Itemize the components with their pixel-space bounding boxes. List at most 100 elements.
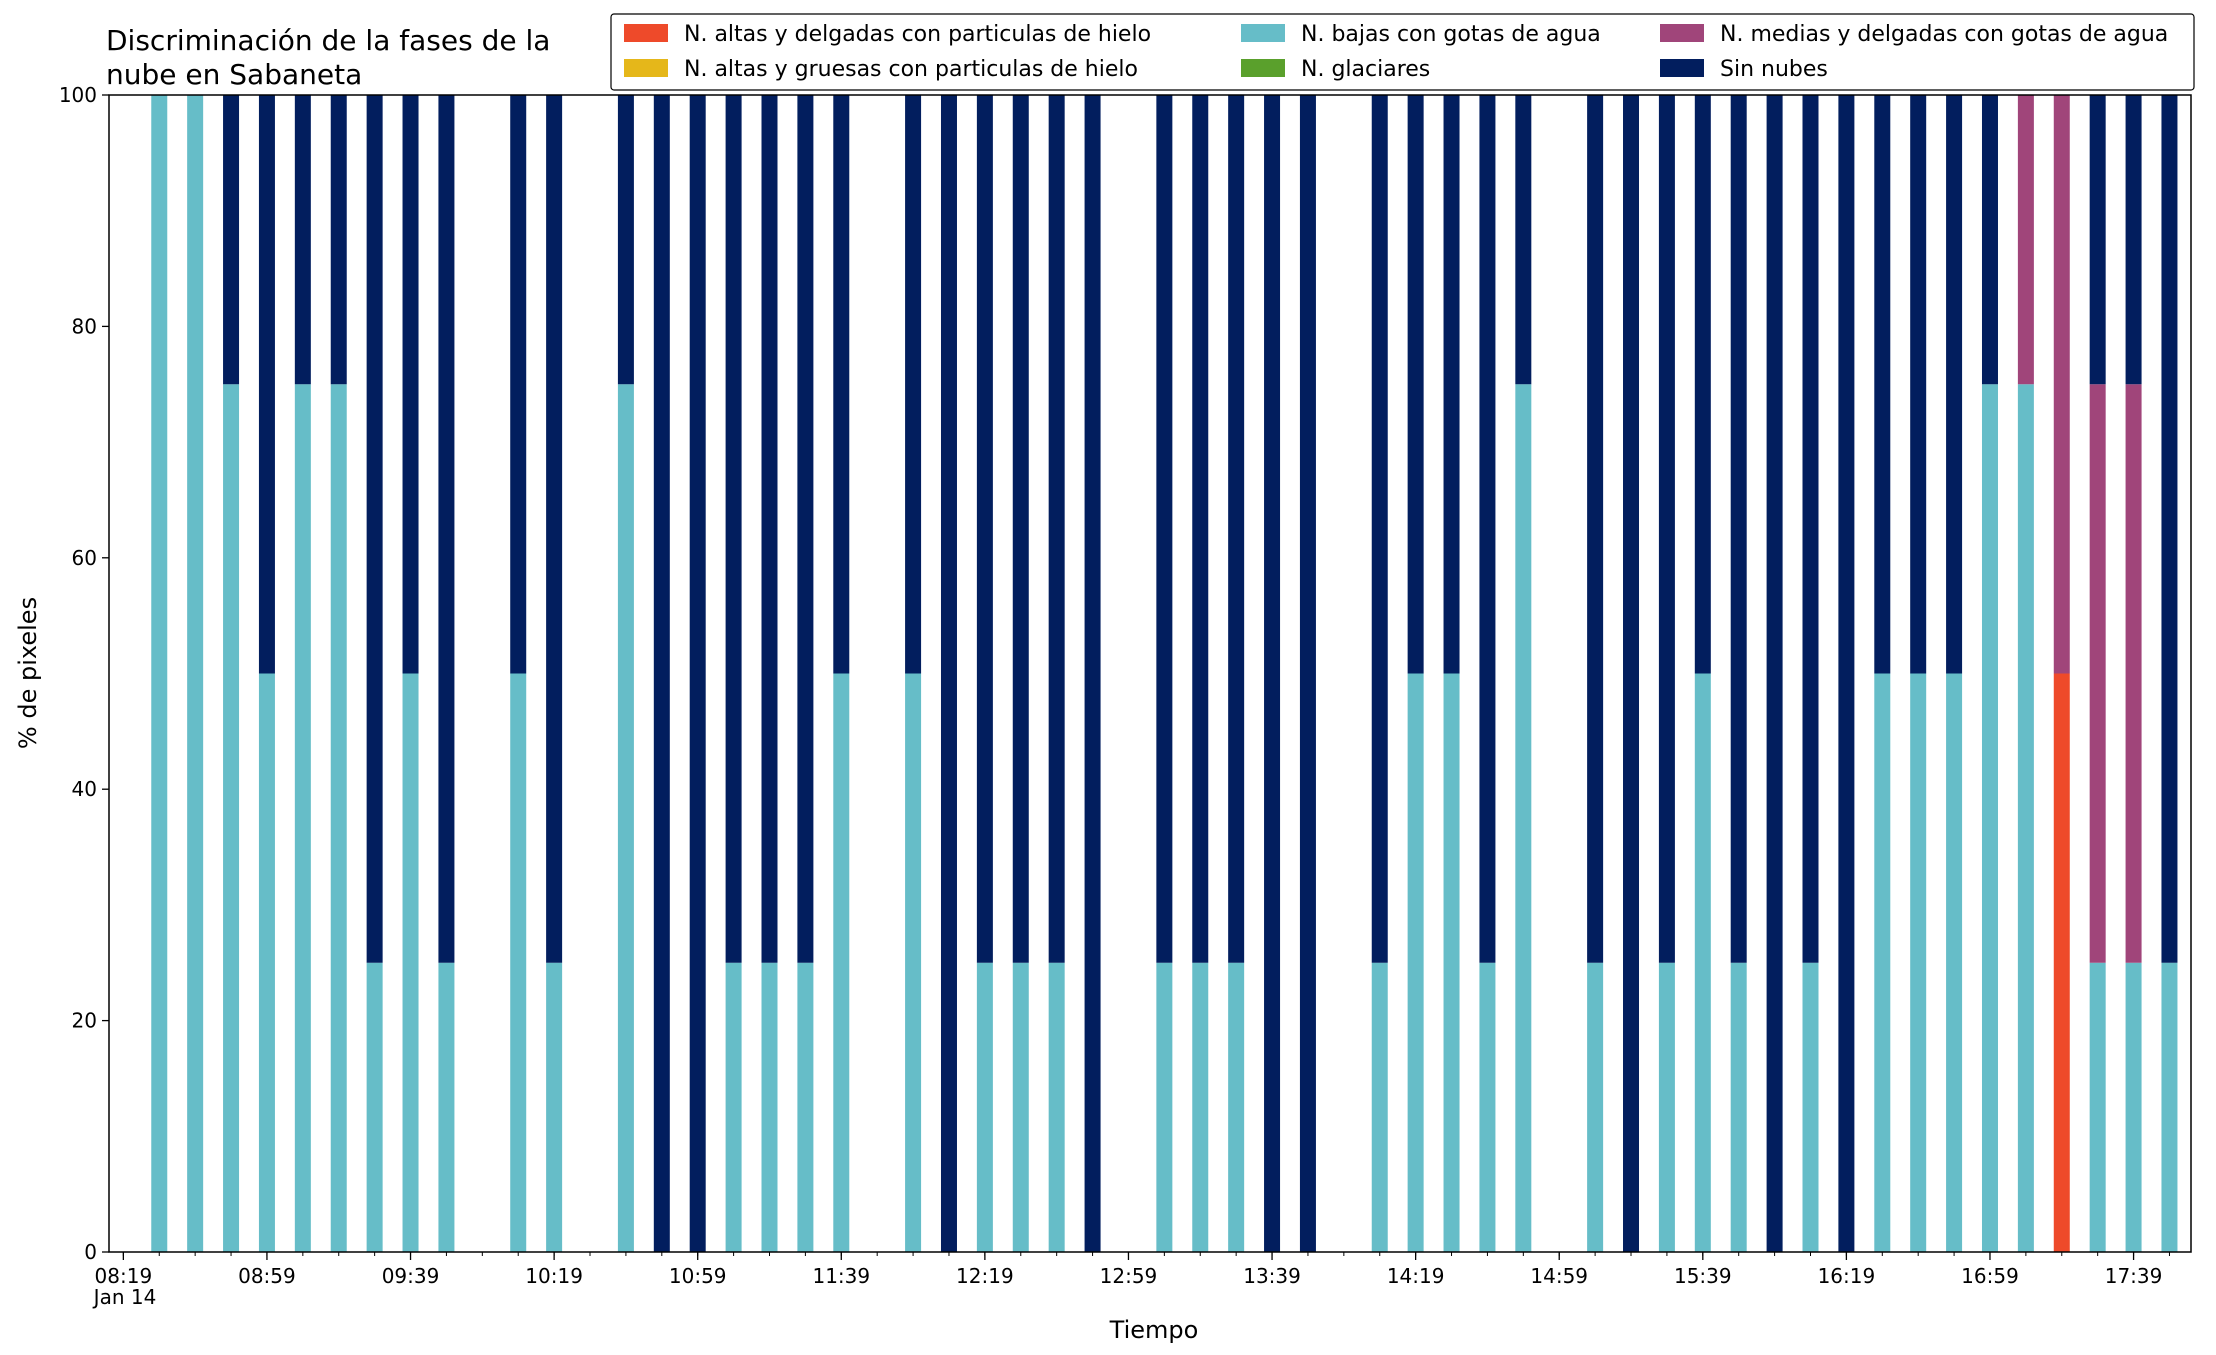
bar-segment-1749-s5 [2161,95,2178,963]
legend-swatch-2 [1241,24,1285,42]
bar-segment-0949-s5 [438,95,455,963]
bar-segment-0849-s2 [223,384,240,1252]
x-tick-label-1339: 13:39 [1243,1264,1301,1288]
bar-segment-1639-s2 [1910,673,1927,1252]
bar-segment-1119-s5 [761,95,778,963]
bar-segment-1739-s5 [2125,95,2142,385]
x-tick-label-1619: 16:19 [1818,1264,1876,1288]
bar-segment-1429-s5 [1443,95,1460,674]
legend-frame [610,13,2195,91]
bar-segment-1709-s2 [2017,384,2034,1252]
bar-segment-1229-s5 [1012,95,1029,963]
bar-segment-0919-s5 [330,95,347,385]
y-axis-label: % de pixeles [14,597,42,749]
bar-segment-1419-s2 [1407,673,1424,1252]
bar-segment-1129-s2 [797,962,814,1252]
bar-segment-1509-s5 [1587,95,1604,963]
bar-segment-1509-s2 [1587,962,1604,1252]
bar-segment-1249-s5 [1084,95,1101,1252]
bar-segment-1329-s2 [1228,962,1245,1252]
bar-segment-1139-s5 [833,95,850,674]
bar-segment-1719-s0 [2053,673,2070,1252]
x-tick-label-1019: 10:19 [525,1264,583,1288]
bar-segment-0919-s2 [330,384,347,1252]
x-tick-label-1539: 15:39 [1674,1264,1732,1288]
bar-segment-1319-s5 [1192,95,1209,963]
bar-segment-1439-s5 [1479,95,1496,963]
y-tick-label-20: 20 [72,1009,97,1033]
bar-segment-1109-s5 [725,95,742,963]
legend-label-2: N. bajas con gotas de agua [1301,22,1601,47]
x-tick-label-1419: 14:19 [1387,1264,1445,1288]
bar-segment-1709-s4 [2017,95,2034,385]
bar-segment-1449-s2 [1515,384,1532,1252]
x-date-label: Jan 14 [92,1285,157,1309]
x-tick-label-1459: 14:59 [1530,1264,1588,1288]
bar-segment-0829-s2 [151,95,168,1252]
bar-segment-1439-s2 [1479,962,1496,1252]
bar-segment-1649-s2 [1946,673,1963,1252]
bar-segment-1009-s5 [510,95,527,674]
bar-segment-1729-s4 [2089,384,2106,963]
bar-segment-0849-s5 [223,95,240,385]
bar-segment-0939-s5 [402,95,419,674]
bar-segment-1639-s5 [1910,95,1927,674]
x-tick-label-1139: 11:39 [812,1264,870,1288]
bar-segment-1309-s5 [1156,95,1173,963]
bar-segment-0909-s5 [294,95,311,385]
bar-segment-1109-s2 [725,962,742,1252]
x-tick-label-0939: 09:39 [382,1264,440,1288]
y-tick-label-40: 40 [72,777,97,801]
bar-segment-1629-s2 [1874,673,1891,1252]
bar-segment-0929-s2 [366,962,383,1252]
legend-label-3: N. glaciares [1301,57,1430,82]
bar-segment-1429-s2 [1443,673,1460,1252]
y-tick-label-60: 60 [72,546,97,570]
bar-segment-1039-s5 [617,95,634,385]
legend-label-5: Sin nubes [1720,57,1828,82]
y-tick-label-100: 100 [59,83,97,107]
legend-swatch-1 [624,59,668,77]
x-axis: Jan 14 08:19 08:59 09:39 10:19 10:59 11:39 12:… [92,1252,2170,1309]
bar-segment-1549-s2 [1730,962,1747,1252]
bar-segment-1349-s5 [1299,95,1316,1252]
plot-area [108,94,2192,1253]
bar-segment-1409-s2 [1371,962,1388,1252]
bar-segment-1719-s4 [2053,95,2070,674]
bar-segment-1049-s5 [653,95,670,1252]
legend-label-0: N. altas y delgadas con particulas de hi… [684,22,1151,47]
bar-segment-1539-s5 [1694,95,1711,674]
bar-segment-1219-s2 [976,962,993,1252]
bar-segment-1039-s2 [617,384,634,1252]
bar-segment-0839-s2 [187,95,204,1252]
bar-segment-1159-s2 [905,673,922,1252]
legend-swatch-4 [1660,24,1704,42]
bar-segment-1319-s2 [1192,962,1209,1252]
legend-swatch-3 [1241,59,1285,77]
bar-segment-1119-s2 [761,962,778,1252]
bar-segment-0939-s2 [402,673,419,1252]
bar-segment-1309-s2 [1156,962,1173,1252]
bar-segment-1519-s5 [1623,95,1640,1252]
bar-segment-1529-s2 [1658,962,1675,1252]
bar-segment-1019-s5 [546,95,563,963]
x-tick-label-1219: 12:19 [956,1264,1014,1288]
bar-segment-1559-s5 [1766,95,1783,1252]
legend-swatch-5 [1660,59,1704,77]
bar-segment-1339-s5 [1264,95,1281,1252]
bar-segment-1209-s5 [940,95,957,1252]
bar-segment-1219-s5 [976,95,993,963]
bar-segment-0859-s5 [258,95,275,674]
bar-segment-1539-s2 [1694,673,1711,1252]
bars-layer [151,95,2178,1252]
chart-title: Discriminación de la fases de la nube en… [106,24,550,91]
chart-title-line-1: Discriminación de la fases de la [106,24,550,57]
bar-segment-1129-s5 [797,95,814,963]
bar-segment-1449-s5 [1515,95,1532,385]
bar-segment-1729-s5 [2089,95,2106,385]
bar-segment-1739-s2 [2125,962,2142,1252]
y-tick-label-80: 80 [72,314,97,338]
bar-segment-0949-s2 [438,962,455,1252]
bar-segment-1729-s2 [2089,962,2106,1252]
